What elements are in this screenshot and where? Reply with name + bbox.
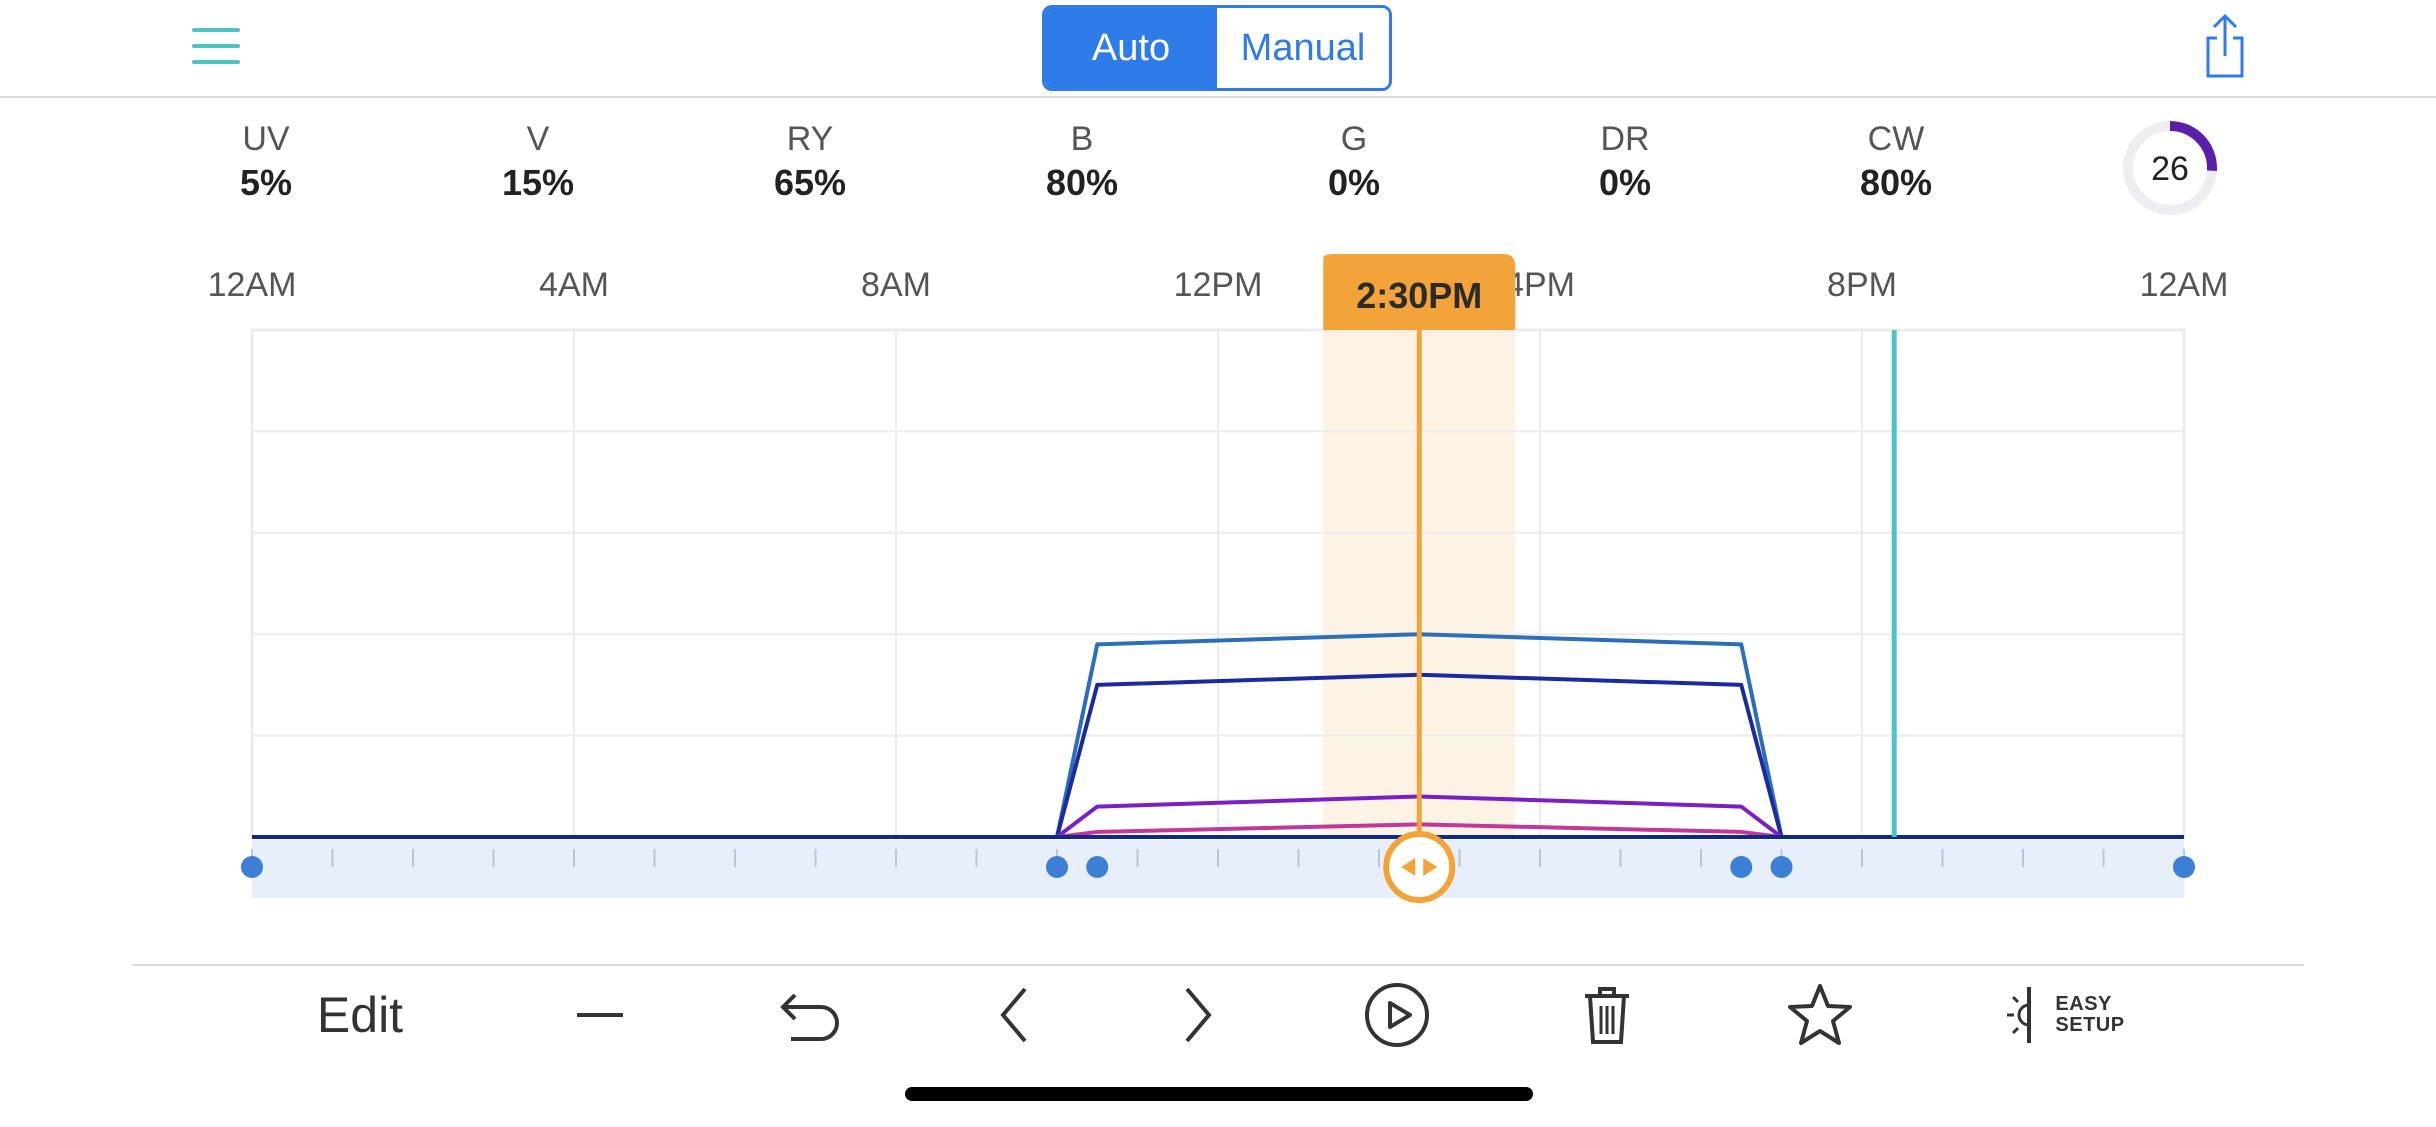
easy-setup-button[interactable]: EASY SETUP [2005,980,2125,1050]
keyframe-handle [1770,856,1793,878]
channel-value: 65% [773,162,847,203]
current-time-scrubber [1383,831,1456,903]
channel-name: CW [1867,120,1925,158]
favorite-button[interactable] [1785,980,1855,1050]
intensity-value: 26 [2151,150,2189,188]
channel-v: V 15% [438,118,638,206]
current-time-badge [1323,254,1516,330]
channel-g: G 0% [1254,118,1454,206]
channel-name: G [1340,120,1368,158]
channel-cw: CW 80% [1796,118,1996,206]
home-indicator [905,1087,1533,1101]
channel-dr: DR 0% [1525,118,1725,206]
channel-value: 5% [239,162,293,203]
keyframe-handle [1086,856,1109,878]
time-axis-label: 8AM [861,266,931,304]
channel-name: DR [1600,120,1650,158]
undo-icon [780,993,839,1041]
keyframe-track [252,840,2184,898]
chevron-right-icon [1185,987,1212,1043]
intensity-ring[interactable]: 26 [2120,118,2220,218]
channel-name: B [1070,120,1094,158]
manual-mode-button[interactable]: Manual [1217,8,1389,88]
edit-button[interactable]: Edit [300,980,420,1050]
channel-name: UV [242,120,290,158]
channel-b: B 80% [982,118,1182,206]
time-axis-label: 12AM [208,266,297,304]
minus-icon [577,1013,623,1017]
channel-name: RY [786,120,834,158]
delete-button[interactable] [1582,980,1632,1050]
play-icon [1365,983,1429,1047]
scrub-right-arrow-icon [1423,858,1438,876]
sun-setup-icon [2007,987,2032,1043]
current-time-label: 2:30PM [1356,275,1482,316]
edit-label: Edit [316,987,404,1043]
channel-value: 0% [1598,162,1652,203]
keyframe-handle [241,856,263,878]
keyframe-handle [1046,856,1068,878]
trash-icon [1585,987,1629,1044]
top-bar: Auto Manual [0,0,2436,98]
auto-mode-button[interactable]: Auto [1045,8,1217,88]
chevron-left-icon [1000,987,1027,1043]
time-axis-label: 8PM [1827,266,1897,304]
time-axis-label: 4PM [1505,266,1575,304]
time-axis-label: 4AM [539,266,609,304]
keyframe-handle [1730,856,1753,878]
star-icon [1788,984,1852,1045]
channel-readouts: UV 5% V 15% RY 65% B 80% G 0% DR 0% CW 8… [0,118,2100,218]
previous-button[interactable] [990,980,1040,1050]
channel-name: V [526,120,550,158]
play-preview-button[interactable] [1362,980,1432,1050]
share-icon[interactable] [2200,12,2250,82]
easy-setup-label: EASY SETUP [2055,994,2124,1036]
time-axis-label: 12AM [2140,266,2229,304]
time-axis-label: 12PM [1174,266,1263,304]
easy-setup-line2: SETUP [2055,1014,2125,1036]
undo-button[interactable] [775,980,845,1050]
remove-button[interactable] [570,980,630,1050]
channel-value: 80% [1045,162,1119,203]
keyframe-handle [2173,856,2195,878]
next-button[interactable] [1172,980,1222,1050]
schedule-chart[interactable]: 12AM 4AM 8AM 12PM 4PM 8PM 12AM 2:30PM [0,240,2436,920]
channel-value: 0% [1327,162,1381,203]
channel-uv: UV 5% [166,118,366,206]
channel-value: 80% [1859,162,1933,203]
bottom-toolbar [132,964,2304,1127]
intensity-arc [2123,121,2217,215]
mode-segmented-control[interactable]: Auto Manual [1042,5,1392,91]
channel-value: 15% [501,162,575,203]
hamburger-menu-icon[interactable] [188,24,244,72]
scrub-left-arrow-icon [1401,858,1416,876]
channel-ry: RY 65% [710,118,910,206]
easy-setup-line1: EASY [2055,993,2112,1015]
